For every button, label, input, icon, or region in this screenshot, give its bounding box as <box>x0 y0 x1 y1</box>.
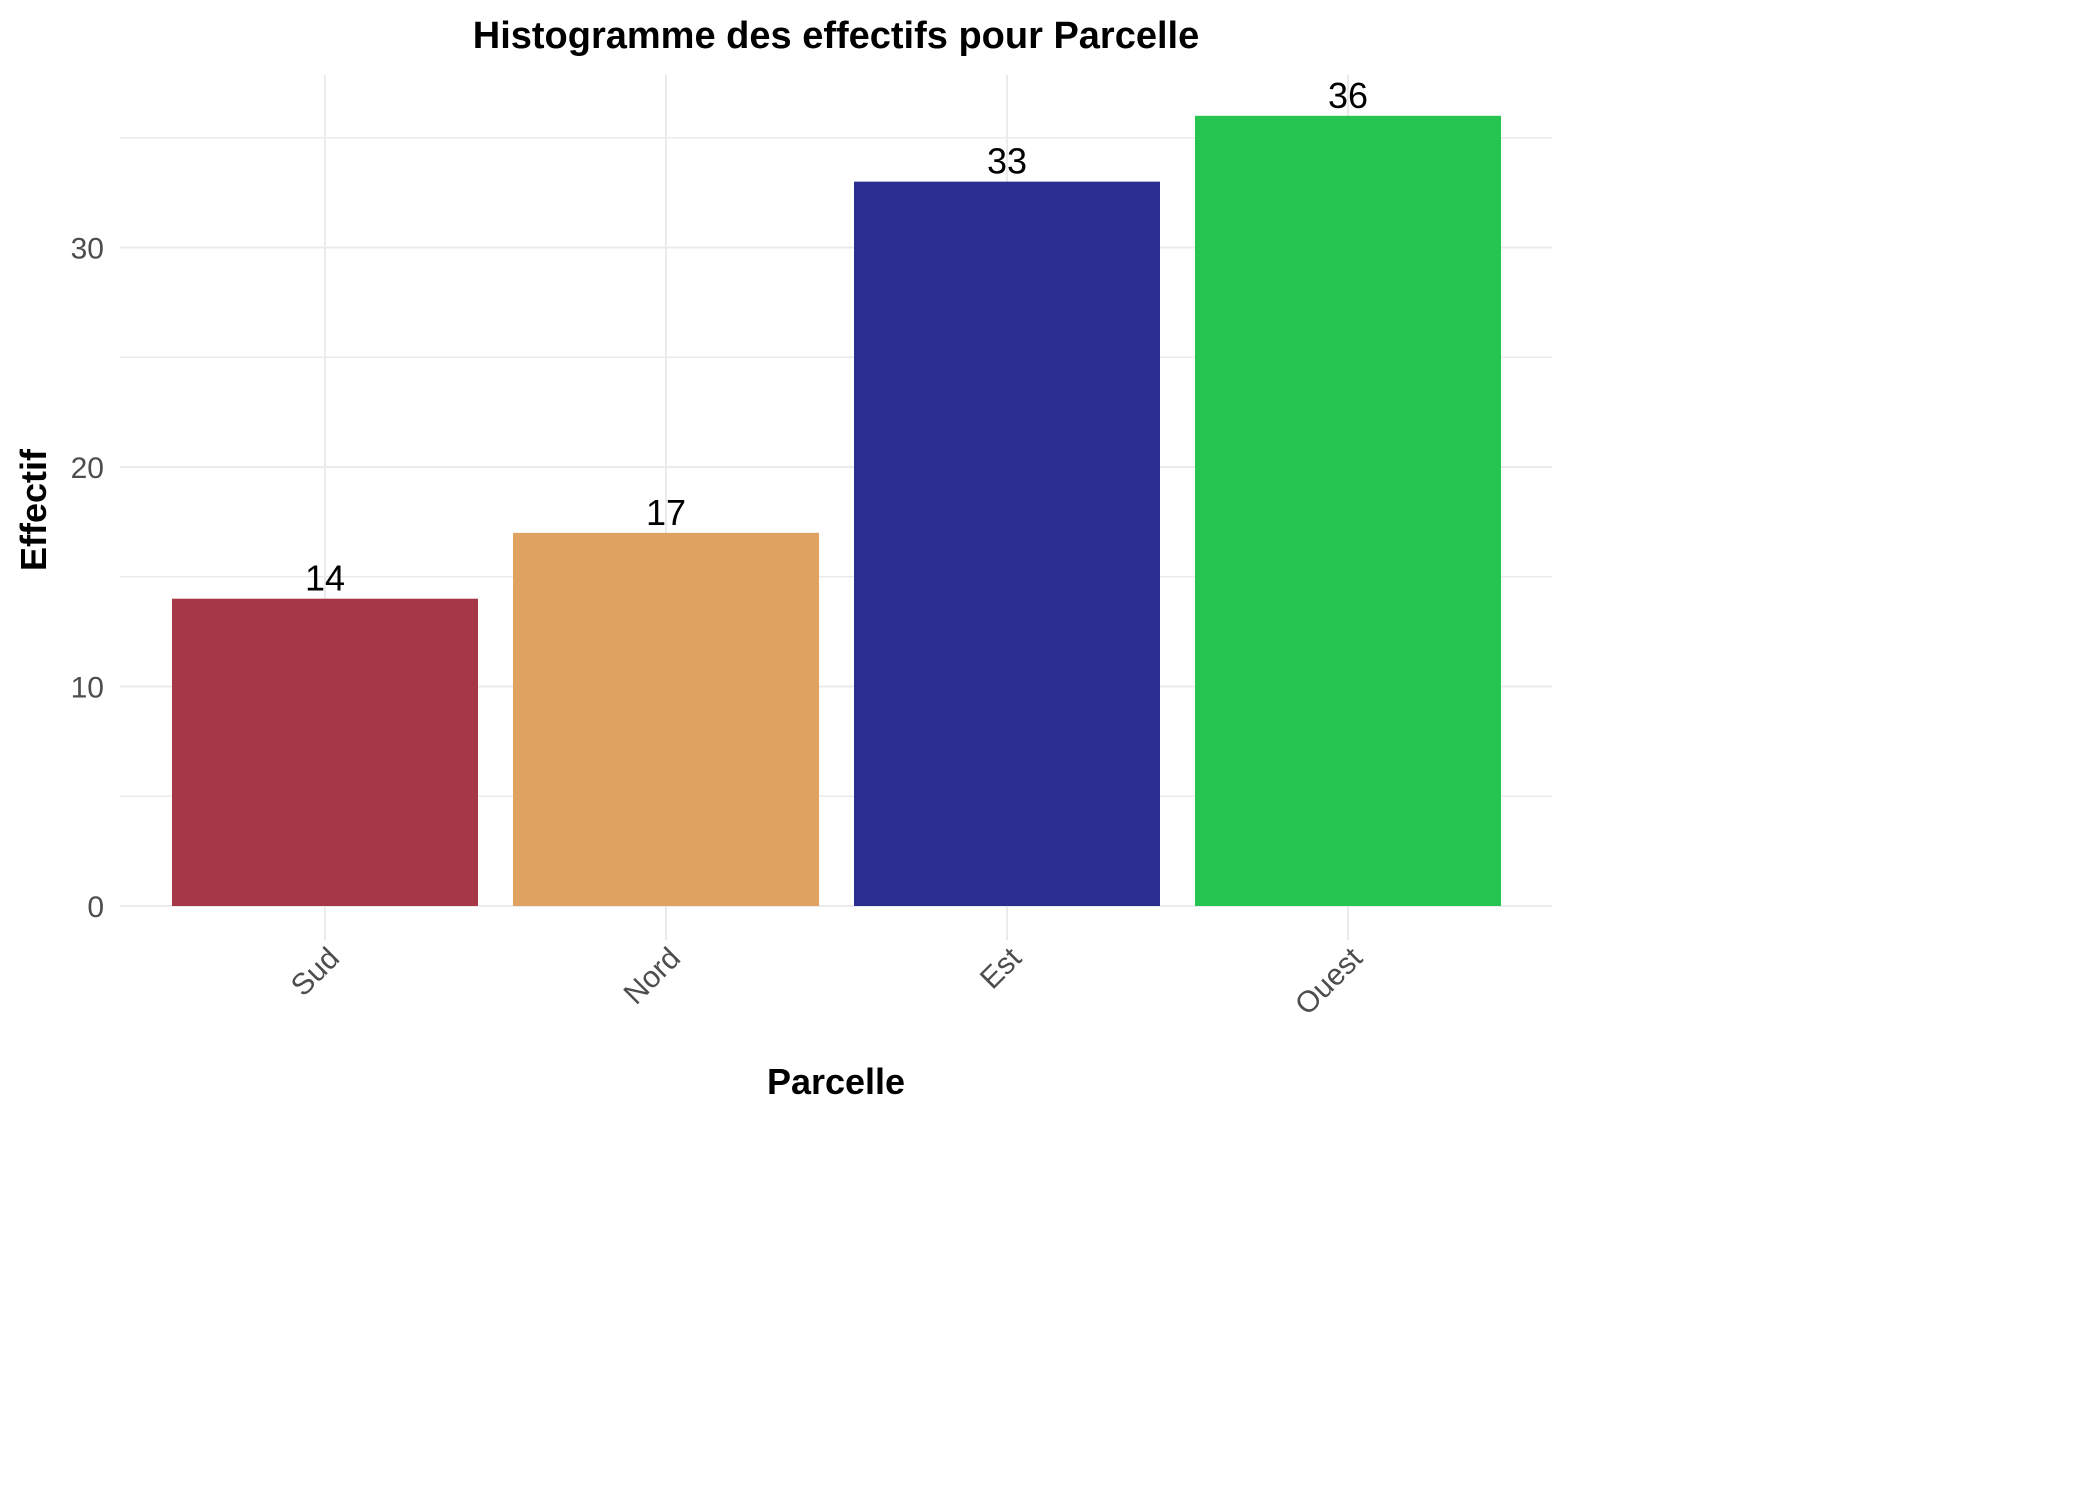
bars <box>172 115 1501 907</box>
chart-title: Histogramme des effectifs pour Parcelle <box>473 15 1199 57</box>
data-label-ouest: 36 <box>1328 75 1368 116</box>
x-tick-label: Sud <box>285 942 346 1003</box>
x-axis-title: Parcelle <box>767 1061 905 1102</box>
bar-sud <box>172 598 478 906</box>
data-label-est: 33 <box>987 141 1027 182</box>
bar-chart: 14 17 33 36 0 10 20 30 Sud Nord Est Ouest Histogr… <box>13 15 1552 1102</box>
data-label-nord: 17 <box>646 492 686 533</box>
bar-ouest <box>1195 115 1501 907</box>
x-tick-label: Ouest <box>1289 941 1369 1021</box>
x-tick-label: Nord <box>618 942 687 1011</box>
y-axis-ticks: 0 10 20 30 <box>71 233 104 925</box>
x-tick-label: Est <box>974 941 1028 995</box>
y-axis-title: Effectif <box>13 448 54 571</box>
bar-est <box>854 181 1160 906</box>
y-tick-label: 20 <box>71 452 104 485</box>
y-tick-label: 30 <box>71 233 104 266</box>
data-label-sud: 14 <box>305 558 345 599</box>
y-tick-label: 10 <box>71 672 104 705</box>
y-tick-label: 0 <box>87 891 104 924</box>
data-labels: 14 17 33 36 <box>305 75 1368 599</box>
x-axis-ticks: Sud Nord Est Ouest <box>285 941 1370 1021</box>
bar-nord <box>513 532 819 906</box>
